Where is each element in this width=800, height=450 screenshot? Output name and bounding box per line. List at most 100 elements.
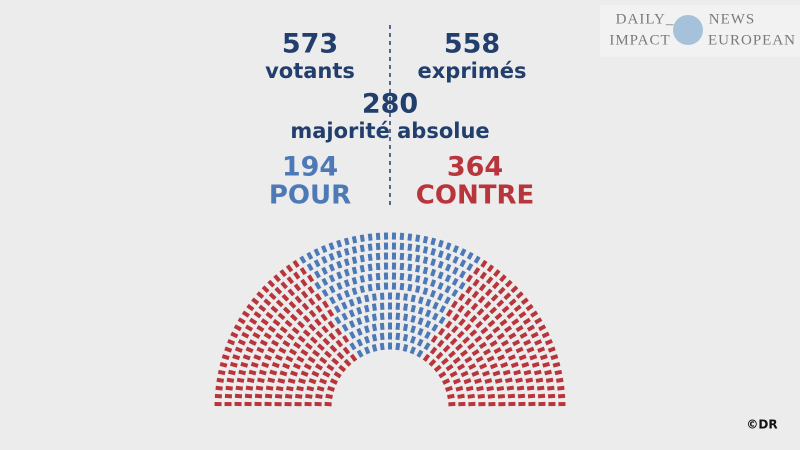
seat (521, 361, 530, 368)
seat (268, 292, 277, 301)
seat (458, 281, 466, 290)
seat (319, 378, 328, 385)
seat (314, 281, 322, 290)
seat (416, 338, 424, 347)
seat (307, 356, 316, 364)
seat (507, 354, 516, 361)
seat (424, 309, 432, 318)
seat (359, 234, 365, 243)
seat (316, 343, 325, 352)
seat (314, 293, 322, 302)
seat (410, 294, 416, 303)
seat (334, 327, 343, 336)
seat (275, 299, 284, 308)
seat (331, 357, 340, 366)
seat (259, 339, 268, 347)
seat (313, 248, 321, 257)
seat (256, 346, 265, 354)
seat (407, 253, 413, 262)
seat (459, 270, 466, 279)
seat (296, 355, 305, 363)
seat (422, 266, 429, 275)
seat (356, 317, 363, 326)
seat (279, 370, 288, 377)
seat (293, 283, 302, 292)
seat (293, 341, 302, 349)
seat (246, 377, 255, 383)
seat (395, 342, 401, 351)
seat (552, 361, 561, 368)
seat (292, 363, 301, 370)
seat (437, 292, 444, 301)
seat (236, 377, 245, 383)
seat (290, 370, 298, 377)
seat (456, 363, 466, 371)
seat (288, 300, 297, 309)
seat (299, 255, 307, 264)
seat (329, 296, 336, 305)
seat (444, 263, 452, 272)
logo-text: IMPACT (609, 32, 670, 48)
seat (375, 262, 381, 271)
seat (300, 348, 309, 357)
seat (437, 271, 444, 280)
seat (422, 256, 429, 265)
seat (547, 385, 555, 391)
seat (375, 242, 381, 251)
seat (452, 313, 460, 322)
seat (439, 305, 446, 314)
seat (459, 259, 467, 268)
seat (523, 369, 532, 376)
seat (474, 378, 482, 384)
seat (349, 331, 356, 340)
seat (410, 315, 416, 323)
seat (253, 311, 262, 319)
seat (367, 283, 373, 292)
seat (432, 301, 439, 310)
seat (335, 339, 344, 348)
seat (428, 358, 437, 367)
seat (529, 354, 538, 361)
seat (492, 326, 501, 334)
seat (511, 318, 520, 326)
seat (281, 293, 290, 302)
seat (326, 363, 335, 372)
seat (478, 341, 487, 349)
seat (487, 393, 496, 399)
seat (472, 278, 480, 287)
seat (270, 305, 279, 314)
seat (430, 279, 437, 288)
seat (486, 355, 495, 363)
stat-label: exprimés (418, 59, 527, 83)
seat (341, 301, 348, 310)
seat (343, 358, 352, 367)
seat (296, 385, 304, 392)
seat (348, 309, 356, 318)
seat (523, 339, 532, 346)
seat (320, 245, 328, 254)
seat (304, 342, 313, 350)
seat (272, 318, 281, 327)
seat (256, 291, 265, 299)
seat (356, 327, 363, 336)
seat (261, 361, 270, 368)
seat (500, 361, 509, 369)
seat (458, 318, 466, 327)
seat (407, 273, 413, 282)
seat (460, 370, 469, 378)
seat (322, 337, 331, 346)
series-name: CONTRE (416, 181, 534, 211)
majority-label: majorité absolue (290, 119, 489, 143)
seat (457, 393, 465, 399)
seat (375, 282, 381, 291)
seat (336, 271, 343, 280)
seat (232, 354, 241, 361)
seat (336, 239, 343, 248)
seat (343, 279, 350, 288)
seat (286, 333, 295, 341)
seat (542, 361, 551, 368)
seat (303, 363, 312, 370)
seat (228, 369, 236, 376)
seat (311, 370, 320, 378)
